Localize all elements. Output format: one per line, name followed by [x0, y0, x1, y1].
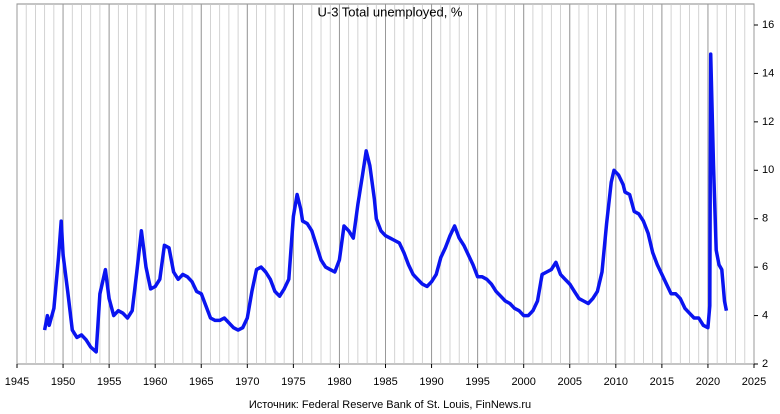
y-tick-label: 14: [762, 67, 774, 79]
source-note: Источник: Federal Reserve Bank of St. Lo…: [249, 399, 531, 411]
x-tick-label: 1975: [281, 376, 305, 388]
x-tick-label: 2005: [558, 376, 582, 388]
x-tick-label: 2025: [742, 376, 766, 388]
x-tick-label: 1950: [51, 376, 75, 388]
x-tick-label: 2010: [604, 376, 628, 388]
x-tick-label: 1960: [143, 376, 167, 388]
x-tick-label: 1995: [465, 376, 489, 388]
x-tick-label: 2020: [696, 376, 720, 388]
x-tick-label: 1955: [97, 376, 121, 388]
x-tick-label: 1985: [373, 376, 397, 388]
x-tick-label: 1980: [327, 376, 351, 388]
y-tick-label: 12: [762, 116, 774, 128]
y-tick-label: 8: [762, 213, 768, 225]
data-line: [42, 52, 729, 354]
y-tick-label: 2: [762, 358, 768, 370]
y-tick-label: 16: [762, 19, 774, 31]
y-tick-label: 4: [762, 309, 768, 321]
chart-title: U-3 Total unemployed, %: [317, 4, 462, 19]
y-tick-label: 10: [762, 164, 774, 176]
x-tick-label: 1965: [189, 376, 213, 388]
y-tick-label: 6: [762, 261, 768, 273]
x-tick-label: 1945: [5, 376, 29, 388]
x-tick-label: 2015: [650, 376, 674, 388]
x-tick-label: 2000: [511, 376, 535, 388]
x-tick-label: 1970: [235, 376, 259, 388]
x-tick-label: 1990: [419, 376, 443, 388]
